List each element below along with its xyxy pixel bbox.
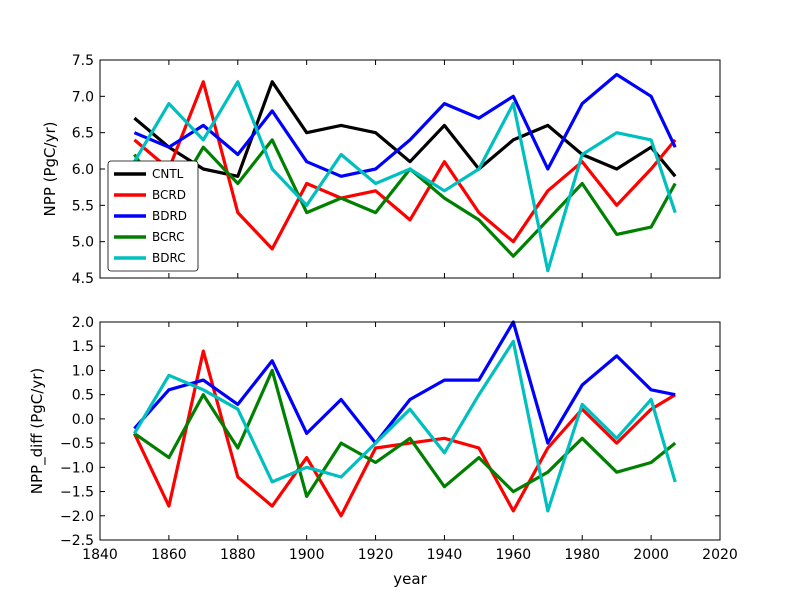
bottom-series-lines	[132, 320, 677, 518]
top-y-tick-label: 7.0	[72, 89, 94, 105]
top-y-tick-label: 6.0	[72, 162, 94, 178]
top-y-tick-label: 5.0	[72, 235, 94, 251]
bottom-y-tick-label: 0.0	[72, 412, 94, 428]
bottom-y-tick-label: −1.5	[60, 485, 94, 501]
bottom-x-tick-label: 1960	[496, 547, 532, 563]
legend-label-bcrd: BCRD	[152, 188, 186, 202]
top-y-tick-label: 6.5	[72, 126, 94, 142]
bottom-y-tick-label: −2.5	[60, 533, 94, 549]
x-axis-label: year	[393, 570, 427, 588]
bottom-x-tick-label: 1840	[82, 547, 118, 563]
legend-label-bcrc: BCRC	[152, 230, 185, 244]
bottom-y-tick-label: −1.0	[60, 460, 94, 476]
legend-box	[107, 160, 199, 272]
bottom-y-tick-label: 1.5	[72, 339, 94, 355]
bottom-x-tick-label: 1980	[564, 547, 600, 563]
bottom-panel: −2.5 −2.0 −1.5 −1.0 −0.5 0.0 0.5 1.0 1.5 2.0 1840 1…	[28, 315, 738, 588]
top-series-lines	[133, 72, 677, 273]
legend-label-bdrc: BDRC	[152, 251, 186, 265]
bottom-x-tick-label: 1880	[220, 547, 256, 563]
bottom-x-tick-label: 2000	[633, 547, 669, 563]
bottom-x-tick-label: 1940	[427, 547, 463, 563]
bottom-y-axis-label: NPP_diff (PgC/yr)	[28, 368, 47, 494]
top-y-axis-label: NPP (PgC/yr)	[41, 122, 59, 217]
bottom-x-tick-label: 1860	[151, 547, 187, 563]
bottom-x-tick-label: 2020	[702, 547, 738, 563]
top-y-tick-label: 5.5	[72, 198, 94, 214]
legend: CNTL BCRD BDRD BCRC BDRC	[107, 160, 199, 272]
top-series-bdrd	[133, 72, 677, 178]
bottom-plot-frame	[99, 321, 721, 541]
legend-label-bdrd: BDRD	[152, 209, 187, 223]
legend-entries: CNTL BCRD BDRD BCRC BDRC	[114, 167, 187, 265]
top-series-bcrd	[133, 80, 677, 251]
top-series-bdrc	[133, 80, 677, 273]
bottom-series-bcrc	[133, 368, 677, 498]
top-ticks: 4.5 5.0 5.5 6.0 6.5 7.0 7.5	[72, 53, 721, 287]
top-y-tick-label: 7.5	[72, 53, 94, 69]
bottom-y-tick-label: 0.5	[72, 388, 94, 404]
bottom-y-tick-label: 1.0	[72, 363, 94, 379]
top-panel: 4.5 5.0 5.5 6.0 6.5 7.0 7.5 NPP (PgC/yr) CNTL B…	[41, 53, 721, 287]
bottom-y-tick-label: 2.0	[72, 315, 94, 331]
bottom-series-bdrd	[133, 320, 676, 445]
bottom-x-tick-label: 1920	[358, 547, 394, 563]
top-y-tick-label: 4.5	[72, 271, 94, 287]
bottom-y-tick-label: −2.0	[60, 509, 94, 525]
bottom-x-tick-label: 1900	[289, 547, 325, 563]
bottom-series-bcrd	[132, 349, 677, 518]
bottom-series-bdrc	[133, 339, 677, 513]
legend-label-cntl: CNTL	[152, 167, 184, 181]
bottom-y-tick-label: −0.5	[60, 436, 94, 452]
bottom-ticks: −2.5 −2.0 −1.5 −1.0 −0.5 0.0 0.5 1.0 1.5 2.0 1840 1…	[60, 315, 738, 563]
